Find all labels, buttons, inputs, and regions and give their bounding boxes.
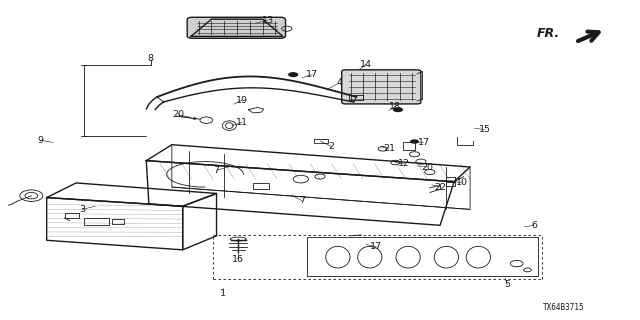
Text: 20: 20: [421, 163, 433, 172]
Text: 17: 17: [307, 70, 318, 79]
Text: 17: 17: [417, 138, 429, 147]
Text: 13: 13: [262, 16, 274, 25]
Text: 10: 10: [456, 179, 468, 188]
Circle shape: [410, 139, 419, 144]
Text: 4: 4: [336, 78, 342, 87]
Text: 20: 20: [172, 110, 184, 119]
Text: 9: 9: [37, 136, 44, 145]
Text: 1: 1: [220, 289, 226, 298]
Bar: [65, 213, 79, 218]
Text: 22: 22: [434, 183, 446, 192]
Text: 14: 14: [360, 60, 372, 69]
Text: 3: 3: [79, 205, 86, 214]
Text: 19: 19: [236, 96, 248, 105]
Text: 7: 7: [299, 196, 305, 205]
Text: 7: 7: [214, 166, 220, 175]
Text: TX64B3715: TX64B3715: [543, 303, 585, 312]
Text: FR.: FR.: [536, 27, 559, 40]
Bar: [314, 139, 328, 143]
Text: 16: 16: [232, 255, 244, 264]
Text: 17: 17: [370, 242, 382, 251]
Circle shape: [393, 107, 403, 112]
Text: 21: 21: [383, 144, 395, 153]
FancyBboxPatch shape: [342, 70, 421, 104]
Text: 15: 15: [479, 125, 491, 134]
Bar: [113, 219, 124, 224]
Bar: [253, 183, 269, 189]
Text: 6: 6: [531, 221, 537, 230]
Text: 8: 8: [148, 54, 154, 63]
Text: 18: 18: [389, 102, 401, 111]
Text: 2: 2: [328, 142, 335, 151]
Text: 12: 12: [398, 159, 410, 168]
Circle shape: [288, 72, 298, 77]
Text: 5: 5: [504, 280, 510, 289]
Text: 11: 11: [236, 118, 248, 127]
FancyBboxPatch shape: [187, 17, 285, 38]
Bar: [403, 142, 415, 150]
Bar: [84, 218, 109, 225]
